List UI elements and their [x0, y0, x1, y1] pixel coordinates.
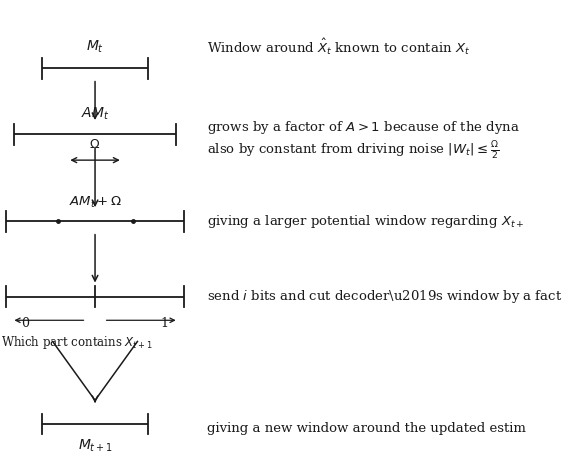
Text: also by constant from driving noise $|W_t| \leq \frac{\Omega}{2}$: also by constant from driving noise $|W_… — [207, 140, 499, 162]
Text: Which part contains $X_{t+1}$: Which part contains $X_{t+1}$ — [1, 334, 153, 351]
Text: grows by a factor of $A > 1$ because of the dyna: grows by a factor of $A > 1$ because of … — [207, 119, 520, 136]
Text: $M_{t+1}$: $M_{t+1}$ — [78, 438, 112, 455]
Text: giving a larger potential window regarding $X_{t+}$: giving a larger potential window regardi… — [207, 213, 525, 230]
Text: $AM_t$: $AM_t$ — [81, 106, 109, 122]
Text: send $i$ bits and cut decoder\u2019s window by a fact: send $i$ bits and cut decoder\u2019s win… — [207, 288, 563, 305]
Text: $M_t$: $M_t$ — [86, 39, 104, 55]
Text: $AM_t + \Omega$: $AM_t + \Omega$ — [69, 195, 122, 210]
Text: giving a new window around the updated estim: giving a new window around the updated e… — [207, 422, 526, 435]
Text: 0: 0 — [21, 317, 29, 330]
Text: Window around $\hat{X}_t$ known to contain $X_t$: Window around $\hat{X}_t$ known to conta… — [207, 37, 471, 57]
Text: 1: 1 — [161, 317, 169, 330]
Text: $\Omega$: $\Omega$ — [89, 138, 101, 151]
